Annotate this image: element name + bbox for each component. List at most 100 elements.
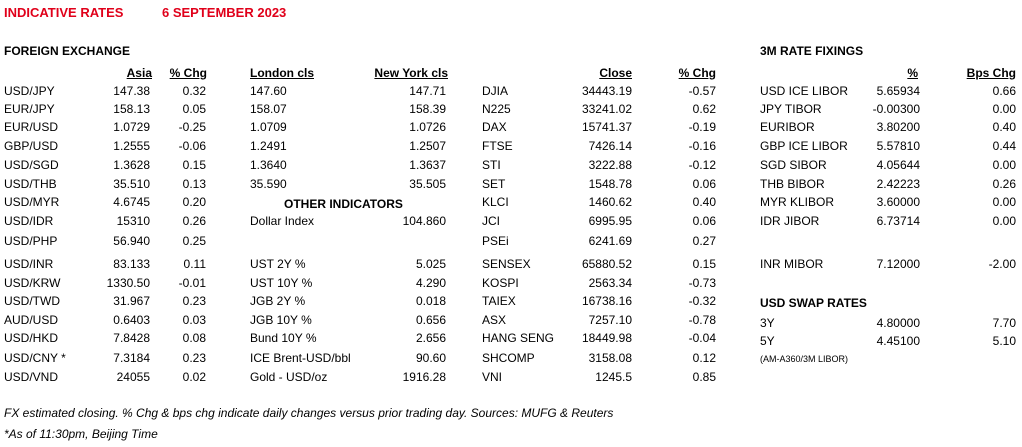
index-chg: -0.78 [688,313,716,327]
fx-asia: 7.3184 [113,351,150,365]
index-close: 6241.69 [588,234,632,248]
fixing-bps: 0.66 [992,84,1016,98]
indicator-label: UST 2Y % [250,257,306,271]
fx-chg: 0.26 [182,214,206,228]
indicator-label: Dollar Index [250,214,315,228]
indicator-label: ICE Brent-USD/bbl [250,351,351,365]
index-close: 1460.62 [588,195,632,209]
indicator-value: 104.860 [402,214,446,228]
fixing-pct: 2.42223 [876,177,920,191]
fixing-pct: 5.65934 [876,84,920,98]
index-chg: 0.06 [692,177,716,191]
fx-pair: AUD/USD [4,313,59,327]
fx-asia: 1.2555 [113,139,150,153]
fx-chg: 0.32 [182,84,206,98]
index-close: 7426.14 [588,139,632,153]
header-index-chg: % Chg [678,66,716,80]
fixing-name: MYR KLIBOR [760,195,835,209]
fx-chg: -0.06 [178,139,206,153]
swap-rate: 4.45100 [876,334,920,348]
swap-section-title: USD SWAP RATES [760,296,867,310]
swap-tenor: 3Y [760,316,775,330]
index-name: KOSPI [482,276,519,290]
fixing-name: INR MIBOR [760,257,824,271]
indicator-value: 4.290 [415,276,446,290]
fx-asia: 35.510 [113,177,150,191]
fixing-bps: 0.26 [992,177,1016,191]
fixing-pct: 3.60000 [876,195,920,209]
index-close: 1245.5 [595,370,632,384]
indicator-label: Gold - USD/oz [250,370,328,384]
indicator-value: 2.656 [415,331,446,345]
fx-chg: -0.01 [178,276,206,290]
fx-chg: 0.11 [183,257,206,271]
fixing-pct: -0.00300 [872,102,920,116]
index-close: 18449.98 [581,331,632,345]
index-close: 16738.16 [581,294,632,308]
fx-asia: 1.3628 [113,158,150,172]
index-name: HANG SENG [482,331,555,345]
indicator-value: 1916.28 [402,370,446,384]
fx-chg: 0.23 [182,294,206,308]
indicator-label: JGB 2Y % [250,294,306,308]
footer-timestamp-note: *As of 11:30pm, Beijing Time [4,427,158,441]
index-chg: 0.62 [692,102,716,116]
index-chg: 0.40 [692,195,716,209]
indicator-label: JGB 10Y % [250,313,312,327]
fx-pair: USD/CNY * [4,351,66,365]
fx-pair: USD/SGD [4,158,59,172]
fx-section-title: FOREIGN EXCHANGE [4,44,131,58]
index-close: 1548.78 [588,177,632,191]
swap-chg: 5.10 [992,334,1016,348]
index-name: SHCOMP [482,351,535,365]
fx-chg: 0.20 [182,195,206,209]
index-chg: -0.73 [688,276,716,290]
index-name: ASX [482,313,507,327]
fixing-pct: 4.05644 [876,158,920,172]
index-close: 65880.52 [581,257,632,271]
fixing-bps: 0.44 [992,139,1016,153]
index-name: SET [482,177,506,191]
fx-london: 1.2491 [250,139,287,153]
index-name: VNI [482,370,503,384]
fixing-bps: 0.00 [992,158,1016,172]
fx-pair: USD/HKD [4,331,59,345]
fx-asia: 7.8428 [113,331,150,345]
fx-london: 35.590 [250,177,287,191]
fixing-pct: 6.73714 [876,214,920,228]
fx-chg: 0.03 [182,313,206,327]
index-name: TAIEX [482,294,516,308]
index-chg: 0.27 [692,234,716,248]
index-close: 2563.34 [588,276,632,290]
fx-pair: USD/JPY [4,84,55,98]
fixing-name: IDR JIBOR [760,214,820,228]
fx-chg: 0.08 [182,331,206,345]
index-chg: -0.19 [688,120,716,134]
fx-chg: 0.05 [182,102,206,116]
fx-chg: 0.25 [182,234,206,248]
fixing-name: THB BIBOR [760,177,825,191]
fx-chg: 0.23 [182,351,206,365]
fx-asia: 0.6403 [113,313,150,327]
fixing-bps: 0.00 [992,195,1016,209]
indicator-value: 0.656 [415,313,446,327]
fixing-bps: 0.00 [992,214,1016,228]
header-fixing-bps: Bps Chg [966,66,1016,80]
fx-pair: EUR/JPY [4,102,55,116]
index-name: DAX [482,120,507,134]
index-name: FTSE [482,139,513,153]
fx-asia: 1.0729 [113,120,150,134]
index-chg: -0.32 [688,294,716,308]
fx-pair: EUR/USD [4,120,59,134]
indicator-label: UST 10Y % [250,276,313,290]
index-close: 34443.19 [581,84,632,98]
fixing-bps: 0.00 [992,102,1016,116]
header-newyork: New York cls [374,66,448,80]
fx-newyork: 35.505 [409,177,446,191]
fixing-name: SGD SIBOR [760,158,827,172]
index-close: 33241.02 [581,102,632,116]
page-title: INDICATIVE RATES [4,5,124,20]
header-close: Close [599,66,632,80]
fixing-name: USD ICE LIBOR [760,84,849,98]
index-chg: -0.57 [688,84,716,98]
